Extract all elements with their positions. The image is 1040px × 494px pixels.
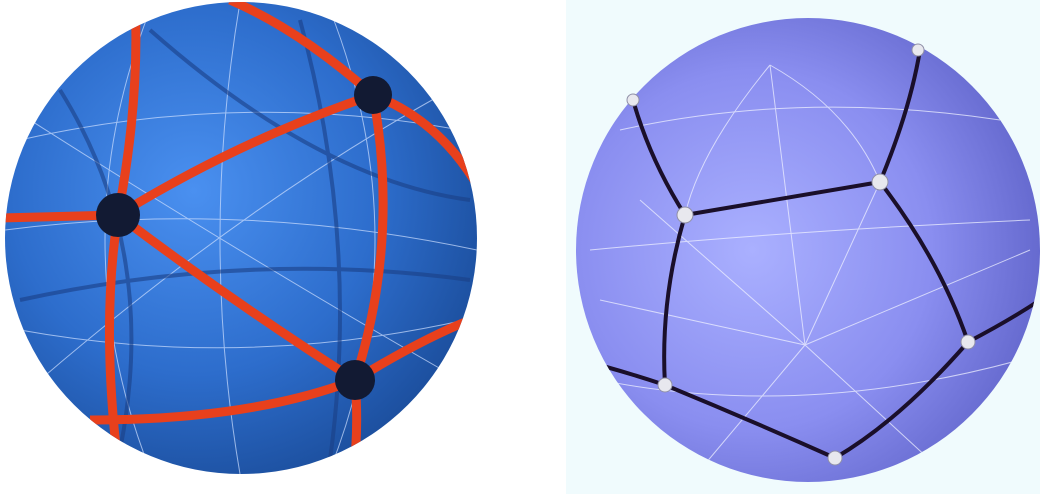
node <box>676 206 694 224</box>
nodes <box>626 43 976 466</box>
grid-arcs <box>589 64 1031 471</box>
sphere <box>5 2 477 474</box>
nodes <box>96 76 392 400</box>
node <box>354 76 392 114</box>
node <box>335 360 375 400</box>
node <box>871 173 889 191</box>
node <box>911 43 925 57</box>
node <box>626 93 640 107</box>
right-sphere <box>576 18 1040 482</box>
node <box>827 450 843 466</box>
node <box>657 377 673 393</box>
sphere <box>576 18 1040 482</box>
node <box>96 193 140 237</box>
node <box>960 334 976 350</box>
